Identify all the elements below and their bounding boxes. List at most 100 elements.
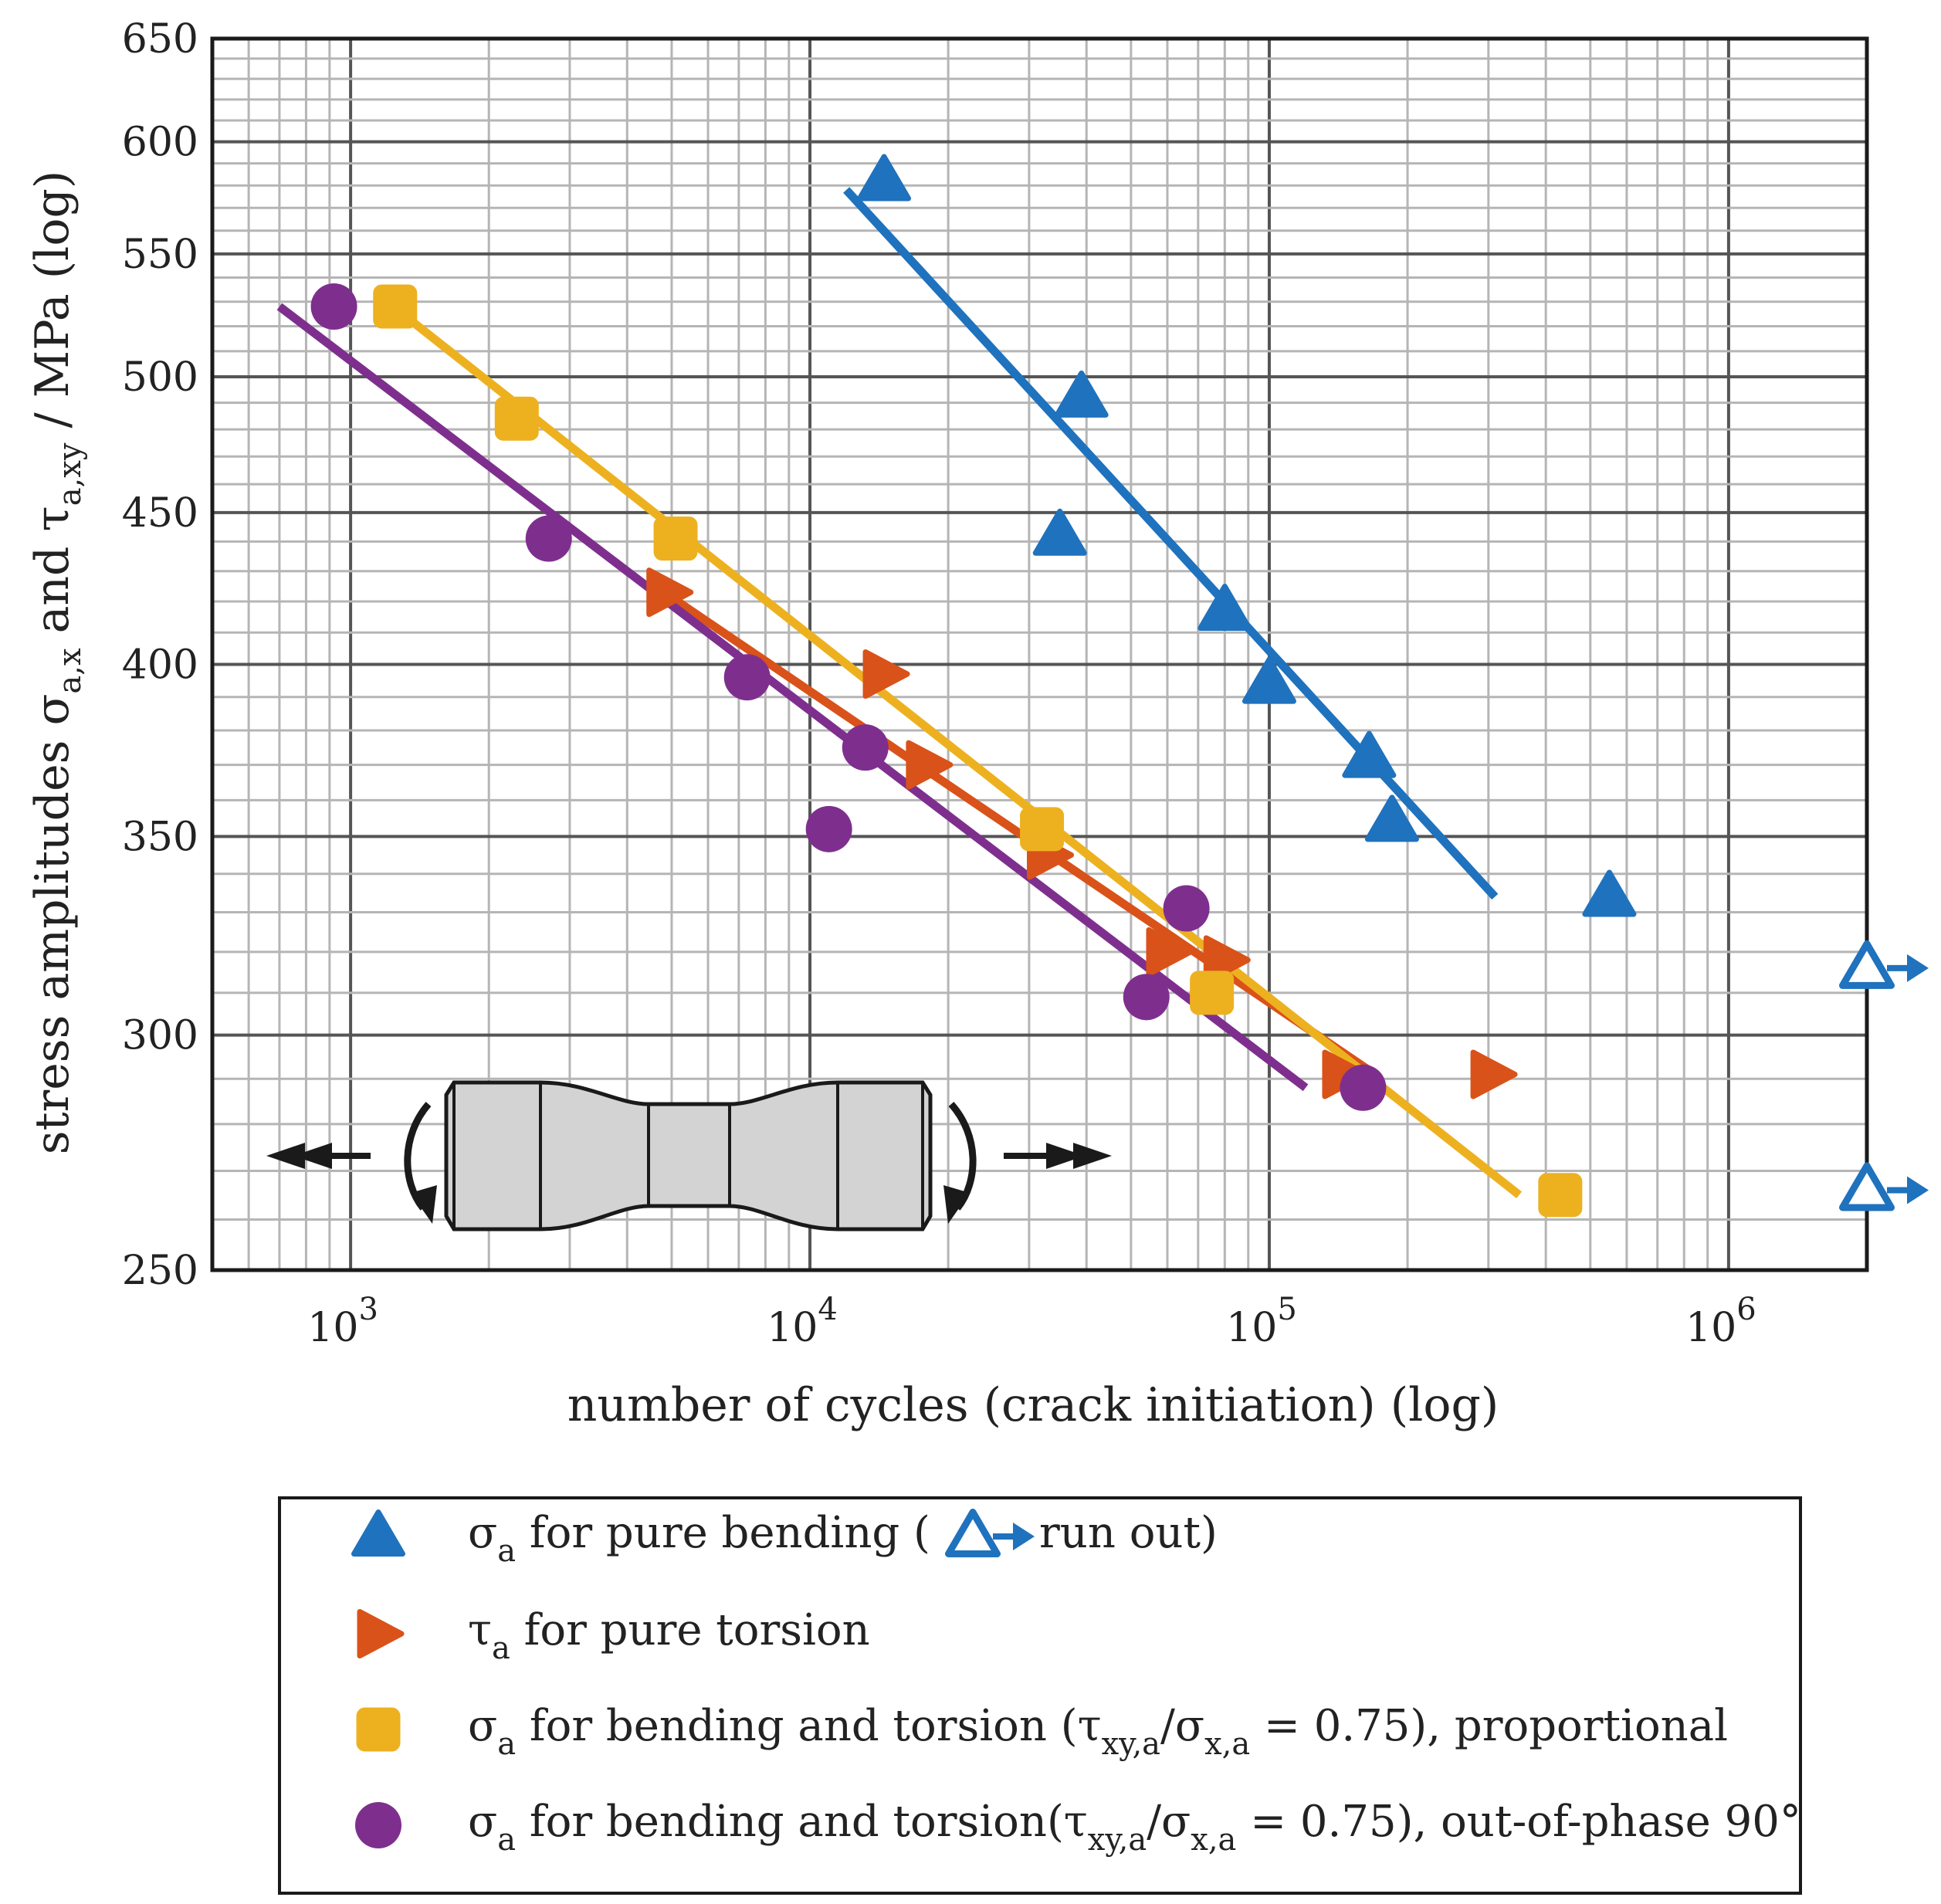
data-point-proportional [653, 517, 698, 561]
legend-oop-text3: = 0.75), out-of-phase 90° [1236, 1797, 1800, 1847]
legend-entry-torsion: τa for pure torsion [468, 1605, 870, 1666]
y-tick-label: 400 [122, 642, 198, 688]
fit-line-torsion [652, 582, 1378, 1079]
runout-marker [945, 1509, 1001, 1557]
data-point-bending [1054, 370, 1109, 418]
y-tick-label: 650 [122, 16, 198, 63]
bending-arrow-right-head [943, 1185, 970, 1224]
data-point-out_of_phase [805, 805, 852, 852]
data-point-torsion [906, 740, 954, 790]
plot-frame [210, 36, 1869, 1272]
legend-bending-symbol: σ [468, 1508, 497, 1558]
axis-ticks: 250 300 350 400 450 500 550 600 650 103 104 105 106 [122, 16, 1756, 1351]
bending-arrow-left-head [411, 1185, 437, 1224]
legend-torsion-sub: a [492, 1631, 510, 1666]
legend-torsion-symbol: τ [468, 1605, 492, 1655]
legend-torsion-text: for pure torsion [510, 1605, 870, 1655]
legend-entry-proportional: σa for bending and torsion (τxy,a/σx,a =… [468, 1701, 1728, 1762]
data-point-out_of_phase [1123, 974, 1170, 1021]
data-point-out_of_phase [842, 724, 889, 771]
runout-arrow-head [1013, 1523, 1035, 1550]
legend-prop-text1: for bending and torsion (τ [516, 1701, 1102, 1751]
data-point-bending [1241, 656, 1296, 704]
specimen-body [444, 1080, 933, 1232]
data-point-bending [1032, 508, 1087, 556]
legend-markers [351, 1509, 1035, 1848]
runout-arrow-head [1907, 1176, 1929, 1204]
y-label-part-3: / MPa (log) [25, 171, 80, 443]
legend-oop-sub3: x,a [1191, 1822, 1236, 1858]
y-tick-label: 550 [122, 232, 198, 278]
data-point-proportional [1538, 1173, 1583, 1218]
x-tick-label: 103 [307, 1292, 378, 1351]
legend: σa for pure bending ( run out) τa for pu… [278, 1496, 1802, 1895]
legend-prop-text3: = 0.75), proportional [1250, 1701, 1728, 1751]
legend-bending-sub: a [497, 1533, 516, 1569]
legend-prop-sub: a [497, 1726, 516, 1762]
runout-marker [1839, 940, 1895, 989]
data-point-torsion [1146, 927, 1194, 977]
specimen-illustration [266, 1080, 1112, 1232]
data-point-proportional [494, 396, 539, 441]
legend-oop-text1: for bending and torsion(τ [516, 1797, 1088, 1847]
legend-bending-text: for pure bending ( [516, 1508, 930, 1558]
y-label-sub-2: a,xy [53, 442, 88, 506]
y-tick-label: 300 [122, 1013, 198, 1059]
y-label-sub-1: a,x [53, 648, 88, 694]
data-point-proportional [1190, 971, 1235, 1015]
data-point-bending [857, 154, 912, 202]
data-point-out_of_phase [723, 654, 771, 701]
legend-oop-sub: a [497, 1822, 516, 1858]
legend-oop-sub2: xy,a [1088, 1822, 1147, 1858]
y-tick-label: 350 [122, 814, 198, 860]
data-point-bending [1197, 583, 1252, 631]
legend-box [278, 1496, 1802, 1895]
fit-line-bending [843, 187, 1499, 900]
data-point-proportional [1020, 807, 1065, 852]
legend-prop-text2: /σ [1160, 1701, 1204, 1751]
runout-marker [1839, 1162, 1895, 1211]
fit-line-proportional [384, 298, 1523, 1199]
legend-prop-symbol: σ [468, 1701, 497, 1751]
x-axis-label: number of cycles (crack initiation) (log… [567, 1378, 1499, 1432]
legend-oop-text2: /σ [1147, 1797, 1191, 1847]
legend-marker-out_of_phase [355, 1802, 401, 1848]
y-tick-label: 450 [122, 490, 198, 537]
y-tick-label: 600 [122, 120, 198, 166]
legend-prop-sub2: xy,a [1102, 1726, 1160, 1762]
data-point-out_of_phase [1340, 1064, 1387, 1111]
data-point-bending [1364, 794, 1419, 842]
legend-oop-symbol: σ [468, 1797, 497, 1847]
data-points [310, 154, 1929, 1218]
x-tick-label: 104 [767, 1292, 838, 1351]
data-point-bending [1342, 730, 1397, 778]
data-point-out_of_phase [525, 515, 572, 562]
legend-runout-text: run out) [1039, 1508, 1218, 1558]
legend-prop-sub3: x,a [1204, 1726, 1250, 1762]
grid [211, 39, 1868, 1270]
x-tick-label: 105 [1226, 1292, 1297, 1351]
y-tick-label: 500 [122, 354, 198, 401]
legend-marker-torsion [357, 1609, 405, 1658]
fit-lines [276, 187, 1523, 1199]
x-tick-label: 106 [1685, 1292, 1756, 1351]
data-point-torsion [1470, 1049, 1518, 1099]
y-label-part-1: stress amplitudes σ [25, 694, 80, 1155]
y-tick-label: 250 [122, 1248, 198, 1294]
fit-line-out_of_phase [276, 303, 1309, 1092]
left-arrow-head [293, 1143, 332, 1169]
y-axis-label: stress amplitudes σa,x and τa,xy / MPa (… [25, 171, 88, 1155]
legend-entry-out-of-phase: σa for bending and torsion(τxy,a/σx,a = … [468, 1797, 1801, 1858]
right-arrow-head [1073, 1143, 1112, 1169]
data-point-out_of_phase [1163, 885, 1210, 932]
data-point-out_of_phase [310, 283, 357, 330]
legend-marker-proportional [356, 1707, 401, 1752]
runout-arrow-head [1907, 954, 1929, 982]
data-point-torsion [862, 649, 910, 700]
legend-entry-bending: σa for pure bending ( [468, 1508, 930, 1569]
right-arrow-head [1046, 1143, 1085, 1169]
left-arrow-head [266, 1143, 305, 1169]
data-point-bending [1582, 869, 1637, 917]
legend-marker-bending [351, 1509, 405, 1557]
